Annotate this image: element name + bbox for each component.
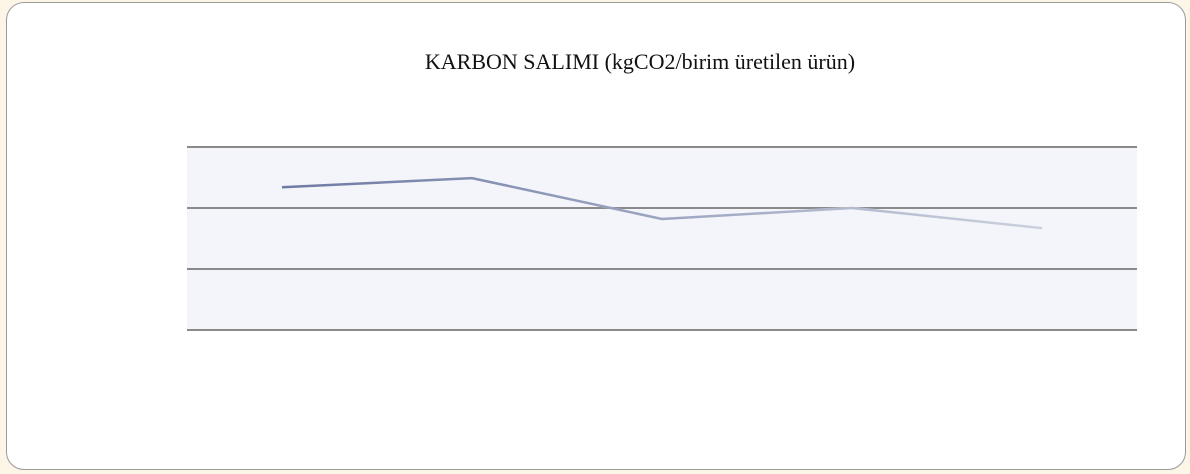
plot-area bbox=[187, 147, 1137, 330]
chart-title: KARBON SALIMI (kgCO2/birim üretilen ürün… bbox=[425, 49, 855, 74]
line-fade bbox=[281, 176, 1043, 230]
